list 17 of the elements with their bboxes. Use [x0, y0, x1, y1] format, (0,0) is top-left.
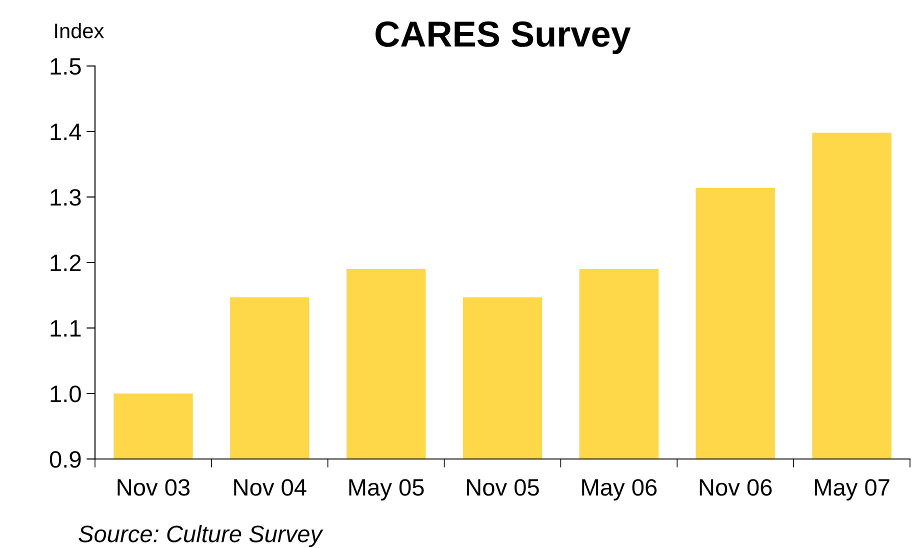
y-tick-label: 1.0: [50, 386, 81, 402]
x-tick-label: Nov 06: [700, 479, 772, 496]
x-tick-label: Nov 03: [118, 479, 190, 496]
y-tick-label: 1.1: [50, 320, 81, 337]
y-tick-label: 1.2: [50, 254, 81, 272]
x-tick-label: Nov 05: [467, 479, 539, 496]
chart-title: CARES Survey: [376, 21, 631, 54]
y-tick-label: 1.5: [50, 58, 81, 75]
source-note: Source: Culture Survey: [78, 524, 324, 548]
x-tick-label: May 05: [349, 479, 424, 500]
x-tick-label: Nov 04: [234, 479, 306, 496]
x-tick-label: May 06: [582, 479, 657, 500]
x-tick-label: May 07: [815, 479, 890, 500]
y-tick-label: 1.4: [50, 124, 82, 140]
y-tick-label: 1.3: [50, 189, 81, 206]
y-tick-label: 0.9: [50, 451, 81, 468]
y-axis-title: Index: [55, 23, 104, 38]
